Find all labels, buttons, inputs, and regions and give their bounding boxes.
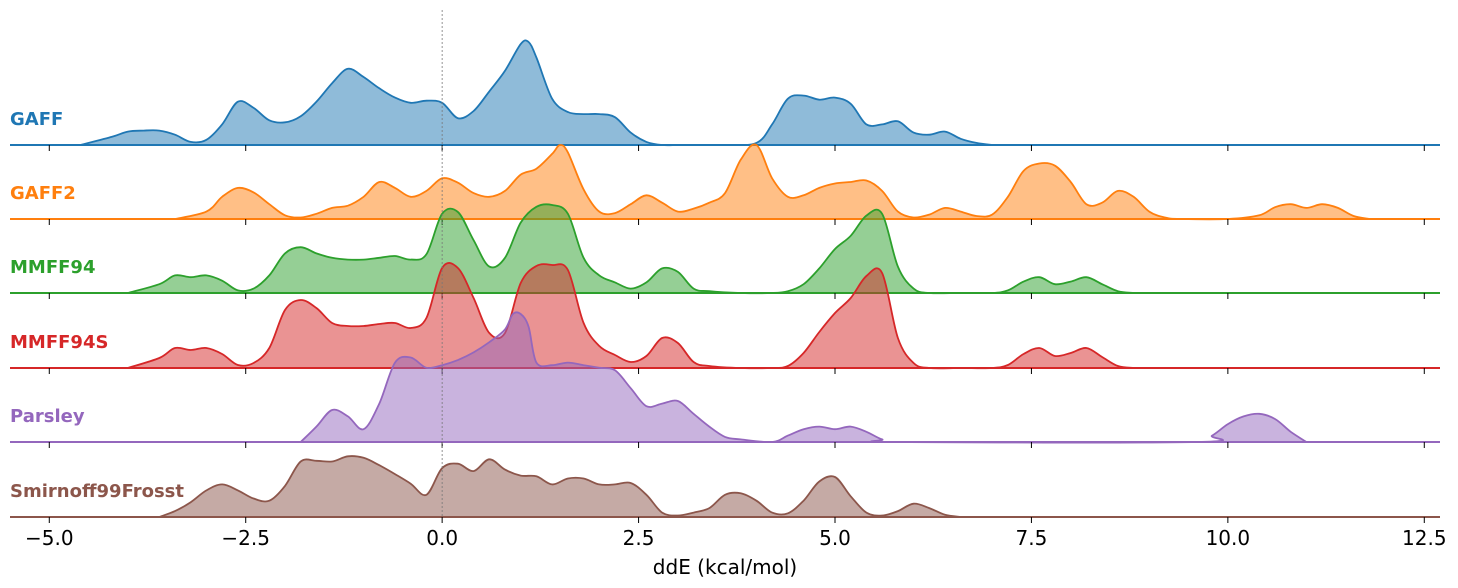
series-label-mmff94: MMFF94 — [10, 257, 95, 278]
ridge-fill-smirnoff99frosst — [159, 456, 961, 517]
ridge-fill-parsley — [300, 312, 1307, 443]
ridge-smirnoff99frosst — [10, 455, 1440, 523]
ridge-fill-mmff94 — [127, 204, 1134, 294]
ridge-mmff94s — [10, 262, 1440, 374]
ridge-fill-gaff2 — [175, 144, 1370, 220]
series-label-gaff2: GAFF2 — [10, 183, 76, 204]
x-tick-label: −5.0 — [25, 526, 74, 550]
x-tick-label: 10.0 — [1206, 526, 1251, 550]
ridge-labels: GAFF GAFF2 MMFF94 MMFF94S Parsley Smirnoff99F… — [10, 109, 184, 502]
ridge-layers — [10, 39, 1440, 523]
x-tick-label: 2.5 — [623, 526, 655, 550]
ridge-line-smirnoff99frosst — [158, 455, 961, 518]
series-label-parsley: Parsley — [10, 406, 85, 427]
ridge-parsley — [10, 311, 1440, 448]
ridge-gaff2 — [10, 143, 1440, 225]
series-label-gaff: GAFF — [10, 109, 63, 130]
x-tick-label: 0.0 — [426, 526, 458, 550]
ridge-line-gaff2 — [174, 143, 1370, 221]
x-axis-label: ddE (kcal/mol) — [653, 555, 797, 579]
ridge-fill-gaff — [80, 40, 993, 146]
x-tick-label: 5.0 — [819, 526, 851, 550]
x-tick-label: −2.5 — [221, 526, 270, 550]
x-tick-label: 12.5 — [1402, 526, 1447, 550]
ridge-gaff — [10, 39, 1440, 151]
x-tick-label: 7.5 — [1016, 526, 1048, 550]
ridge-mmff94 — [10, 203, 1440, 299]
ridge-line-gaff — [80, 39, 993, 147]
x-axis: −5.0 −2.5 0.0 2.5 5.0 7.5 10.0 12.5 — [25, 526, 1447, 550]
ridge-fill-mmff94s — [127, 262, 1134, 369]
series-label-smirnoff99frosst: Smirnoff99Frosst — [10, 481, 184, 502]
series-label-mmff94s: MMFF94S — [10, 332, 108, 353]
